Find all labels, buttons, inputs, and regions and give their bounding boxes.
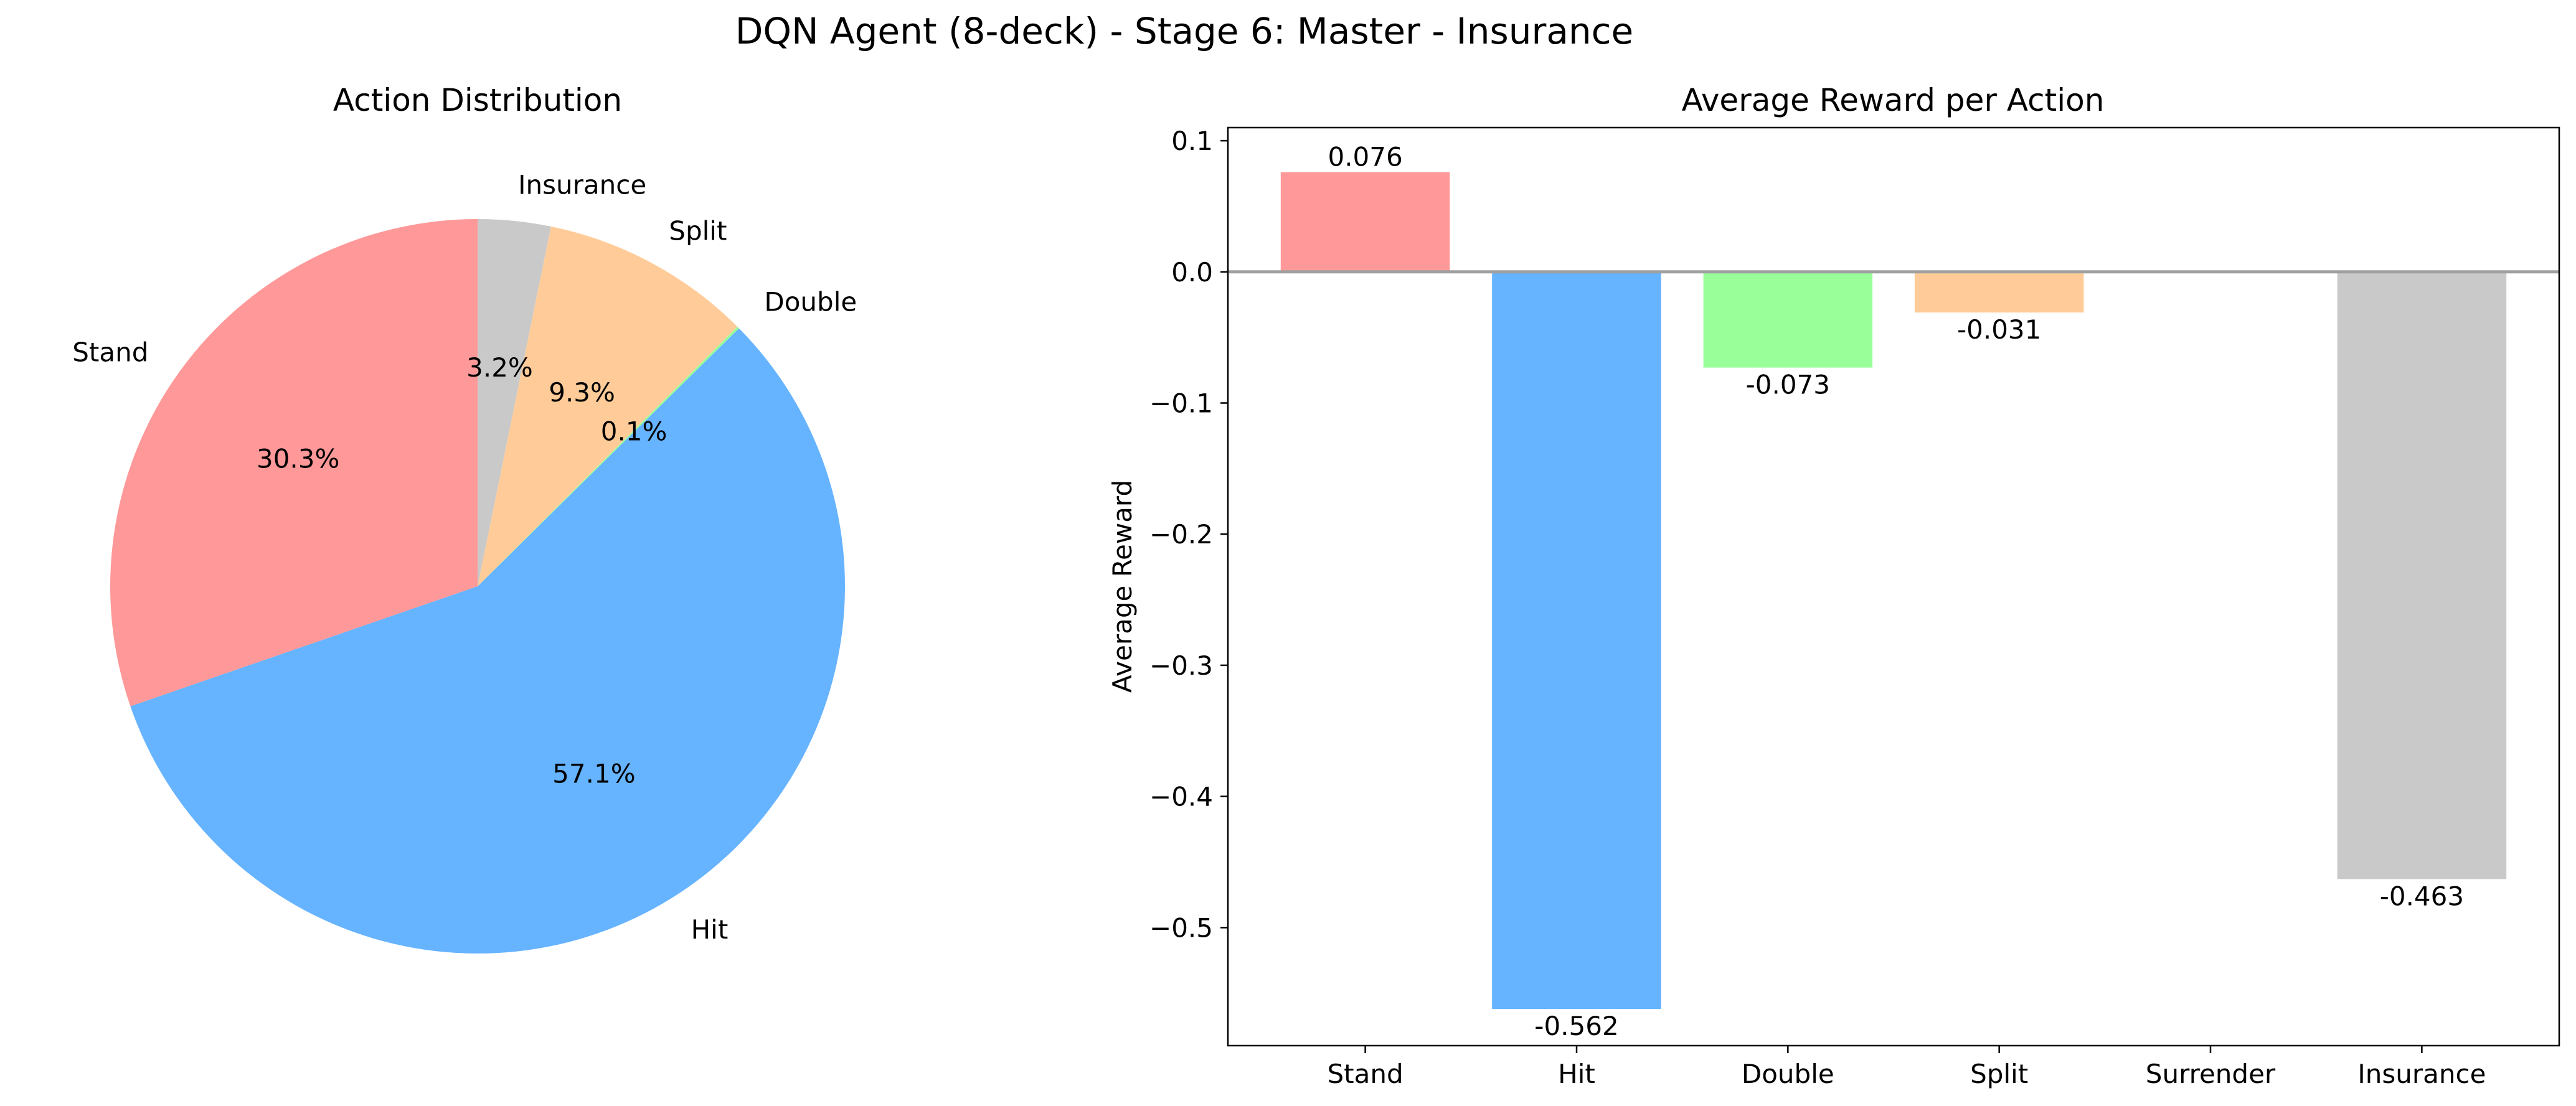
bar-stand [1280,172,1450,272]
bar-value-label-hit: -0.562 [1534,1011,1618,1041]
plot-frame [1227,126,2560,1047]
pie-slice-hit [130,328,845,954]
pie-label-insurance: Insurance [518,169,646,200]
y-tick-label: −0.4 [1149,782,1213,812]
pie-pct-hit: 57.1% [552,759,635,789]
bar-value-label-double: -0.073 [1746,370,1830,400]
pie-labels: Stand 30.3% Hit 57.1% Double 0.1% Split 9.3% Ins… [72,169,857,945]
pie-title: Action Distribution [333,82,622,118]
pie-pct-stand: 30.3% [257,444,339,474]
x-tick-label-surrender: Surrender [2146,1059,2276,1089]
bar-value-label-insurance: -0.463 [2380,881,2464,911]
y-tick-label: −0.2 [1149,519,1213,550]
x-tick-label-double: Double [1742,1059,1834,1089]
pie-pct-insurance: 3.2% [466,352,533,383]
bar-value-label-split: -0.031 [1957,314,2041,345]
pie-label-stand: Stand [72,337,148,368]
bar-title: Average Reward per Action [1682,82,2105,118]
pie-pct-split: 9.3% [549,377,615,408]
bar-double [1703,271,1873,368]
bar-insurance [2337,271,2507,879]
x-tick-label-split: Split [1970,1059,2028,1089]
pie-label-hit: Hit [691,914,729,945]
pie-pct-double: 0.1% [601,416,668,447]
y-axis-label: Average Reward [1107,480,1138,693]
pie-slices [110,219,845,954]
y-tick-label: −0.3 [1149,650,1213,681]
pie-label-split: Split [669,215,727,246]
pie-slice-stand [110,219,478,706]
pie-slice-insurance [478,219,551,586]
bar-hit [1492,271,1661,1009]
y-tick-label: −0.5 [1149,912,1213,943]
x-tick-label-hit: Hit [1558,1059,1595,1089]
x-tick-label-stand: Stand [1328,1059,1404,1089]
y-tick-label: 0.1 [1171,126,1213,156]
bar-chart: Average Reward per Action Average Reward… [1107,82,2560,1089]
y-tick-label: −0.1 [1149,388,1213,419]
bar-split [1914,271,2084,313]
pie-slice-double [478,326,739,586]
y-tick-label: 0.0 [1171,257,1213,288]
pie-slice-split [478,226,738,586]
pie-chart: Action Distribution Stand 30.3% Hit 57.1% Do… [72,82,857,954]
bar-value-label-stand: 0.076 [1328,142,1402,172]
pie-label-double: Double [764,287,857,317]
x-tick-label-insurance: Insurance [2357,1059,2486,1089]
figure-title: DQN Agent (8-deck) - Stage 6: Master - I… [735,10,1633,52]
bar-plot-area: 0.076 -0.562 -0.073 -0.031 -0.463 0.1 0.0 −0.1 −… [1149,126,2560,1089]
